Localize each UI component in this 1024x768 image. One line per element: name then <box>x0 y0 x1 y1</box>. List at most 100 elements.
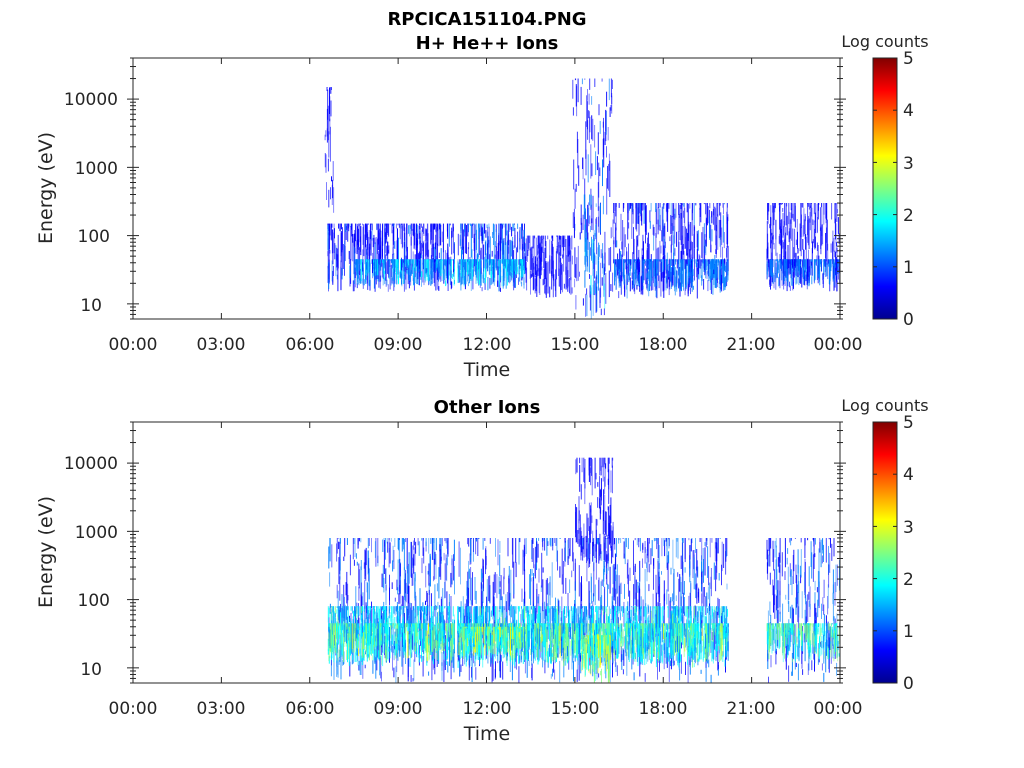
spectrogram-streak <box>425 565 427 588</box>
spectrogram-streak <box>450 270 452 278</box>
spectrogram-streak <box>425 538 427 546</box>
spectrogram-streak <box>511 604 512 618</box>
spectrogram-streak <box>723 283 725 291</box>
spectrogram-streak <box>623 203 625 205</box>
spectrogram-streak <box>642 558 643 568</box>
spectrogram-streak <box>351 223 353 237</box>
spectrogram-streak <box>628 574 629 597</box>
spectrogram-streak <box>587 541 589 560</box>
spectrogram-streak <box>375 259 377 261</box>
spectrogram-streak <box>696 549 698 571</box>
spectrogram-streak <box>372 259 373 274</box>
spectrogram-streak <box>584 78 586 80</box>
spectrogram-streak <box>430 259 432 261</box>
spectrogram-streak <box>419 232 421 239</box>
spectrogram-streak <box>513 583 515 595</box>
spectrogram-streak <box>683 203 685 207</box>
spectrogram-streak <box>669 618 671 653</box>
spectrogram-streak <box>541 652 543 657</box>
panel1-ytick-label: 10 <box>80 296 102 316</box>
spectrogram-streak <box>598 538 600 564</box>
spectrogram-streak <box>667 203 669 232</box>
panel1-axes-box <box>132 57 841 320</box>
spectrogram-streak <box>374 271 376 292</box>
spectrogram-streak <box>538 538 540 541</box>
spectrogram-streak <box>354 264 356 272</box>
spectrogram-streak <box>779 259 781 263</box>
spectrogram-streak <box>825 211 827 243</box>
spectrogram-streak <box>682 226 684 250</box>
spectrogram-streak <box>702 226 704 264</box>
spectrogram-streak <box>383 538 385 540</box>
spectrogram-streak <box>365 275 367 284</box>
spectrogram-streak <box>473 259 475 277</box>
spectrogram-streak <box>709 582 711 615</box>
spectrogram-streak <box>642 285 644 290</box>
spectrogram-streak <box>351 223 352 230</box>
spectrogram-streak <box>362 606 364 610</box>
spectrogram-streak <box>645 206 646 244</box>
spectrogram-streak <box>508 566 510 578</box>
spectrogram-streak <box>711 631 713 641</box>
spectrogram-streak <box>657 658 658 680</box>
spectrogram-streak <box>574 188 576 209</box>
spectrogram-streak <box>409 259 411 266</box>
spectrogram-streak <box>614 567 616 598</box>
panel1-xtick-label: 00:00 <box>814 335 863 355</box>
spectrogram-streak <box>775 273 777 290</box>
spectrogram-streak <box>413 540 415 550</box>
spectrogram-streak <box>559 566 561 578</box>
spectrogram-streak <box>631 203 633 212</box>
spectrogram-streak <box>464 223 465 233</box>
spectrogram-streak <box>637 235 639 247</box>
spectrogram-streak <box>354 236 356 264</box>
spectrogram-streak <box>600 657 602 663</box>
spectrogram-streak <box>636 285 638 290</box>
spectrogram-streak <box>423 606 425 615</box>
spectrogram-streak <box>494 259 496 278</box>
spectrogram-streak <box>462 606 464 622</box>
spectrogram-streak <box>487 259 489 272</box>
spectrogram-streak <box>816 255 818 261</box>
spectrogram-streak <box>503 223 505 225</box>
spectrogram-streak <box>832 259 834 273</box>
spectrogram-streak <box>431 267 433 284</box>
spectrogram-streak <box>587 207 589 224</box>
spectrogram-streak <box>572 212 574 228</box>
spectrogram-streak <box>496 574 498 599</box>
spectrogram-streak <box>700 259 702 269</box>
spectrogram-streak <box>685 271 686 285</box>
spectrogram-streak <box>406 538 408 574</box>
spectrogram-streak <box>574 216 575 239</box>
spectrogram-streak <box>652 224 654 235</box>
spectrogram-streak <box>383 270 385 281</box>
spectrogram-streak <box>693 248 695 281</box>
spectrogram-streak <box>519 259 521 269</box>
spectrogram-streak <box>704 615 706 629</box>
spectrogram-streak <box>482 538 484 550</box>
figure-title: RPCICA151104.PNG <box>387 9 586 30</box>
spectrogram-streak <box>334 228 335 239</box>
panel1-colorbar-tick-label: 2 <box>903 206 914 226</box>
spectrogram-streak <box>639 203 641 215</box>
spectrogram-streak <box>387 241 389 274</box>
spectrogram-streak <box>438 259 440 274</box>
spectrogram-streak <box>649 563 651 573</box>
spectrogram-streak <box>606 146 607 158</box>
spectrogram-streak <box>392 259 394 267</box>
spectrogram-streak <box>675 653 677 661</box>
spectrogram-streak <box>410 270 412 276</box>
spectrogram-streak <box>648 283 650 297</box>
spectrogram-streak <box>533 256 535 270</box>
spectrogram-streak <box>587 89 588 101</box>
spectrogram-streak <box>620 538 622 543</box>
spectrogram-streak <box>420 254 422 259</box>
spectrogram-streak <box>709 261 711 282</box>
spectrogram-streak <box>495 246 497 269</box>
spectrogram-streak <box>531 253 533 277</box>
spectrogram-streak <box>564 235 566 247</box>
spectrogram-streak <box>551 562 553 598</box>
spectrogram-streak <box>615 203 617 231</box>
spectrogram-streak <box>411 259 413 264</box>
spectrogram-streak <box>608 163 609 191</box>
